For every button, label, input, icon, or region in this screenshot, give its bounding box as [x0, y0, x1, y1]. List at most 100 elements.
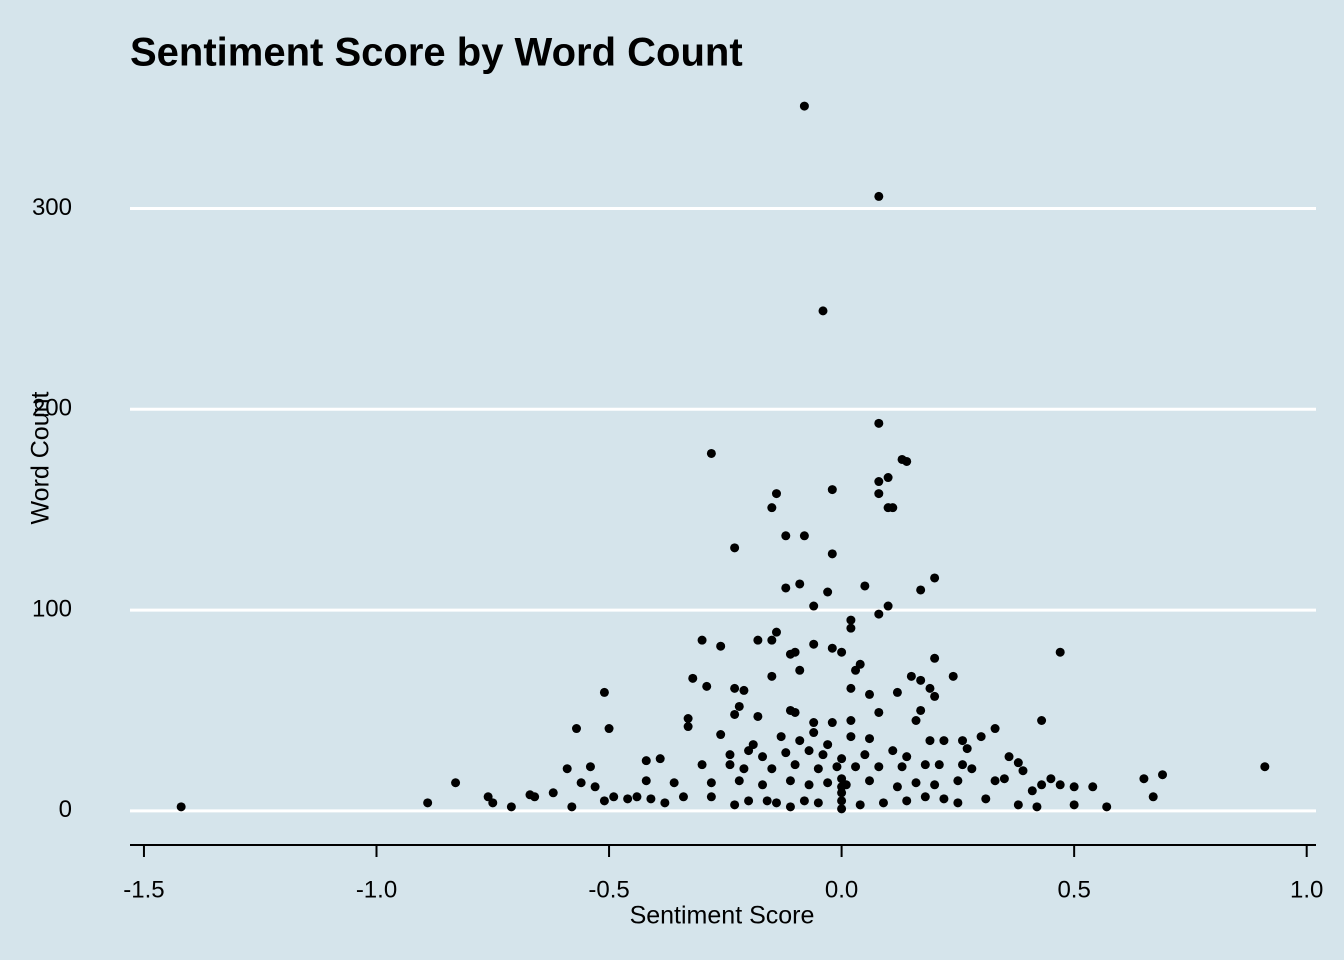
point: [958, 736, 968, 746]
point: [967, 764, 977, 774]
point: [604, 724, 614, 734]
y-tick-label: 0: [59, 796, 72, 823]
point: [953, 776, 963, 786]
point: [953, 798, 963, 808]
point: [846, 716, 856, 726]
point: [804, 746, 814, 756]
point: [818, 750, 828, 760]
point: [697, 760, 707, 770]
point: [744, 746, 754, 756]
point: [1027, 786, 1037, 796]
point: [576, 778, 586, 788]
point: [790, 647, 800, 657]
point: [990, 776, 1000, 786]
point: [911, 716, 921, 726]
point: [874, 609, 884, 619]
point: [562, 764, 572, 774]
point: [860, 750, 870, 760]
point: [846, 623, 856, 633]
point: [948, 671, 958, 681]
point: [771, 798, 781, 808]
point: [730, 800, 740, 810]
point: [688, 673, 698, 683]
point: [1055, 647, 1065, 657]
point: [599, 796, 609, 806]
point: [865, 776, 875, 786]
point: [962, 744, 972, 754]
point: [809, 718, 819, 728]
y-tick-label: 200: [32, 395, 72, 422]
point: [799, 531, 809, 541]
point: [911, 778, 921, 788]
point: [930, 691, 940, 701]
point: [1013, 758, 1023, 768]
point: [776, 732, 786, 742]
point: [851, 762, 861, 772]
point: [809, 601, 819, 611]
point: [683, 722, 693, 732]
point: [920, 760, 930, 770]
point: [567, 802, 577, 812]
point: [981, 794, 991, 804]
point: [976, 732, 986, 742]
point: [781, 748, 791, 758]
point: [902, 752, 912, 762]
point: [530, 792, 540, 802]
point: [795, 736, 805, 746]
point: [958, 760, 968, 770]
point: [716, 730, 726, 740]
point: [1004, 752, 1014, 762]
point: [1069, 782, 1079, 792]
point: [1013, 800, 1023, 810]
point: [734, 701, 744, 711]
point: [883, 601, 893, 611]
point: [837, 774, 847, 784]
point: [1055, 780, 1065, 790]
point: [767, 503, 777, 513]
point: [734, 776, 744, 786]
x-tick-label: 0.0: [825, 876, 858, 903]
point: [632, 792, 642, 802]
point: [837, 796, 847, 806]
point: [725, 760, 735, 770]
point: [813, 764, 823, 774]
point: [758, 780, 768, 790]
point: [832, 762, 842, 772]
chart-title: Sentiment Score by Word Count: [130, 31, 743, 75]
point: [725, 750, 735, 760]
point: [902, 456, 912, 466]
point: [706, 448, 716, 458]
point: [906, 671, 916, 681]
point: [785, 776, 795, 786]
point: [1018, 766, 1028, 776]
point: [646, 794, 656, 804]
point: [1158, 770, 1168, 780]
point: [865, 734, 875, 744]
point: [846, 732, 856, 742]
point: [730, 683, 740, 693]
point: [916, 675, 926, 685]
point: [846, 683, 856, 693]
point: [799, 101, 809, 111]
point: [939, 736, 949, 746]
point: [706, 792, 716, 802]
y-axis-label: Word Count: [27, 391, 55, 524]
point: [874, 191, 884, 201]
point: [837, 782, 847, 792]
point: [641, 776, 651, 786]
point: [813, 798, 823, 808]
point: [1037, 780, 1047, 790]
point: [790, 707, 800, 717]
point: [609, 792, 619, 802]
point: [916, 705, 926, 715]
point: [423, 798, 433, 808]
x-tick-label: -1.0: [356, 876, 397, 903]
point: [818, 306, 828, 316]
x-tick-label: -0.5: [588, 876, 629, 903]
point: [716, 641, 726, 651]
point: [874, 489, 884, 499]
point: [488, 798, 498, 808]
point: [702, 681, 712, 691]
point: [939, 794, 949, 804]
point: [837, 804, 847, 814]
